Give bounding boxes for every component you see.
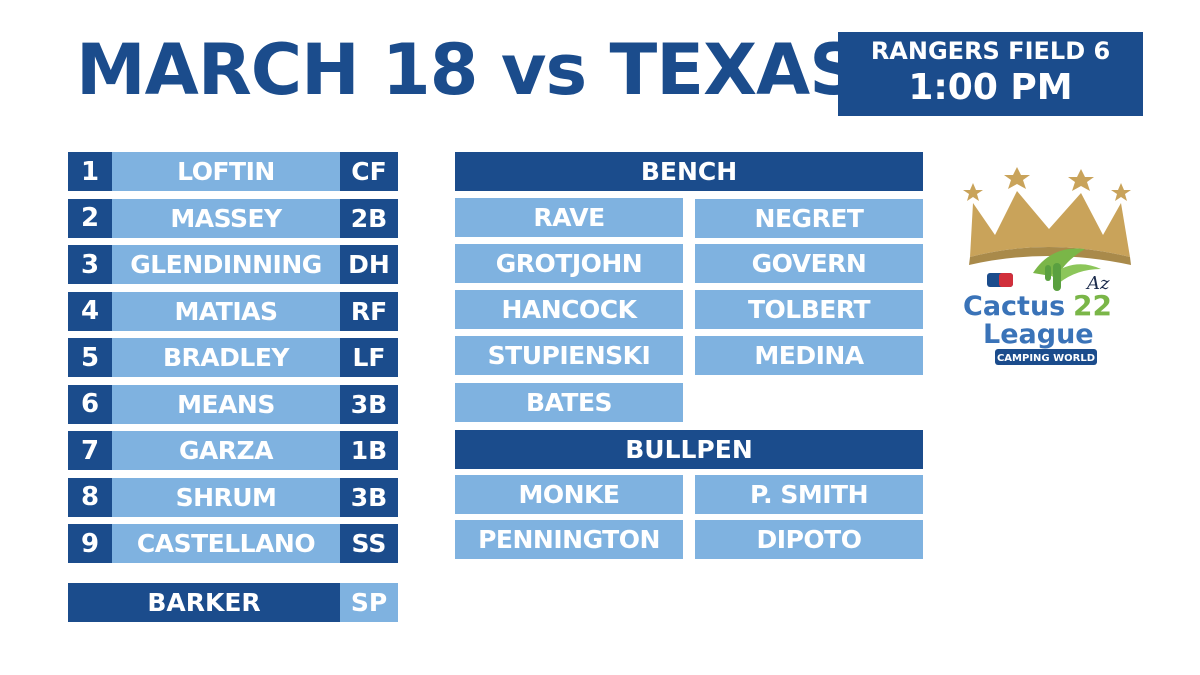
venue-name: RANGERS FIELD 6: [870, 37, 1111, 65]
lineup-row: 2 MASSEY 2B: [68, 198, 398, 238]
game-title: MARCH 18 vs TEXAS: [76, 29, 860, 111]
player-name: SHRUM: [112, 477, 340, 517]
venue-box: RANGERS FIELD 6 1:00 PM: [838, 32, 1143, 116]
pitcher-position: SP: [340, 583, 398, 622]
crown-star-icon: [1111, 183, 1131, 201]
palm-leaf-icon: [1051, 264, 1101, 283]
player-position: 2B: [340, 198, 398, 238]
lineup-row: 5 BRADLEY LF: [68, 338, 398, 377]
player-name: CASTELLANO: [112, 524, 340, 563]
game-time: 1:00 PM: [908, 67, 1073, 108]
batting-order-number: 8: [68, 477, 112, 517]
bench-player: STUPIENSKI: [455, 336, 683, 375]
player-name: BRADLEY: [112, 338, 340, 377]
batting-order-number: 5: [68, 338, 112, 377]
bench-player: GROTJOHN: [455, 244, 683, 283]
crown-star-icon: [1004, 167, 1030, 189]
logo-az-text: Az: [1085, 273, 1110, 294]
batting-order-number: 6: [68, 384, 112, 424]
batting-order-number: 4: [68, 291, 112, 331]
mlb-icon-stripe: [999, 273, 1013, 287]
cactus-trunk: [1053, 263, 1061, 291]
logo-year-text: 22: [1073, 289, 1112, 322]
sponsor-badge: [995, 349, 1097, 365]
bullpen-header: BULLPEN: [455, 430, 923, 469]
lineup-row: 1 LOFTIN CF: [68, 152, 398, 191]
player-position: 3B: [340, 477, 398, 517]
bullpen-player: MONKE: [455, 475, 683, 514]
player-position: 1B: [340, 431, 398, 470]
lineup-row: 6 MEANS 3B: [68, 384, 398, 424]
logo-league-text: League: [983, 319, 1094, 350]
lineup-row: 7 GARZA 1B: [68, 431, 398, 470]
starting-pitcher-row: BARKER SP: [68, 583, 398, 622]
player-position: RF: [340, 291, 398, 331]
player-position: 3B: [340, 384, 398, 424]
player-name: GARZA: [112, 431, 340, 470]
lineup-row: 8 SHRUM 3B: [68, 477, 398, 517]
bench-header: BENCH: [455, 152, 923, 191]
bullpen-player: DIPOTO: [695, 520, 923, 559]
lineup-row: 3 GLENDINNING DH: [68, 245, 398, 284]
bullpen-player: P. SMITH: [695, 475, 923, 514]
player-name: MATIAS: [112, 291, 340, 331]
pitcher-name: BARKER: [68, 583, 340, 622]
bench-player: MEDINA: [695, 336, 923, 375]
cactus-league-logo: Az Cactus 22 League CAMPING WORLD: [963, 167, 1131, 365]
crown-star-icon: [963, 183, 983, 201]
batting-order-number: 7: [68, 431, 112, 470]
bench-player: BATES: [455, 383, 683, 422]
player-position: LF: [340, 338, 398, 377]
bench-player: TOLBERT: [695, 290, 923, 329]
player-position: DH: [340, 245, 398, 284]
bullpen-player: PENNINGTON: [455, 520, 683, 559]
bench-player: GOVERN: [695, 244, 923, 283]
batting-order-number: 3: [68, 245, 112, 284]
bench-player: NEGRET: [695, 199, 923, 238]
cactus-arm: [1045, 265, 1051, 281]
player-name: MEANS: [112, 384, 340, 424]
batting-order-number: 1: [68, 152, 112, 191]
batting-lineup: 1 LOFTIN CF 2 MASSEY 2B 3 GLENDINNING DH…: [68, 152, 398, 571]
lineup-row: 4 MATIAS RF: [68, 291, 398, 331]
player-name: LOFTIN: [112, 152, 340, 191]
bench-player: HANCOCK: [455, 290, 683, 329]
lineup-row: 9 CASTELLANO SS: [68, 524, 398, 563]
crown-star-icon: [1068, 169, 1094, 191]
player-position: CF: [340, 152, 398, 191]
crown-icon: [970, 191, 1130, 257]
player-name: GLENDINNING: [112, 245, 340, 284]
player-position: SS: [340, 524, 398, 563]
player-name: MASSEY: [112, 198, 340, 238]
logo-cactus-text: Cactus: [963, 291, 1065, 322]
batting-order-number: 2: [68, 198, 112, 238]
sponsor-text: CAMPING WORLD: [997, 353, 1095, 364]
batting-order-number: 9: [68, 524, 112, 563]
bench-player: RAVE: [455, 198, 683, 237]
